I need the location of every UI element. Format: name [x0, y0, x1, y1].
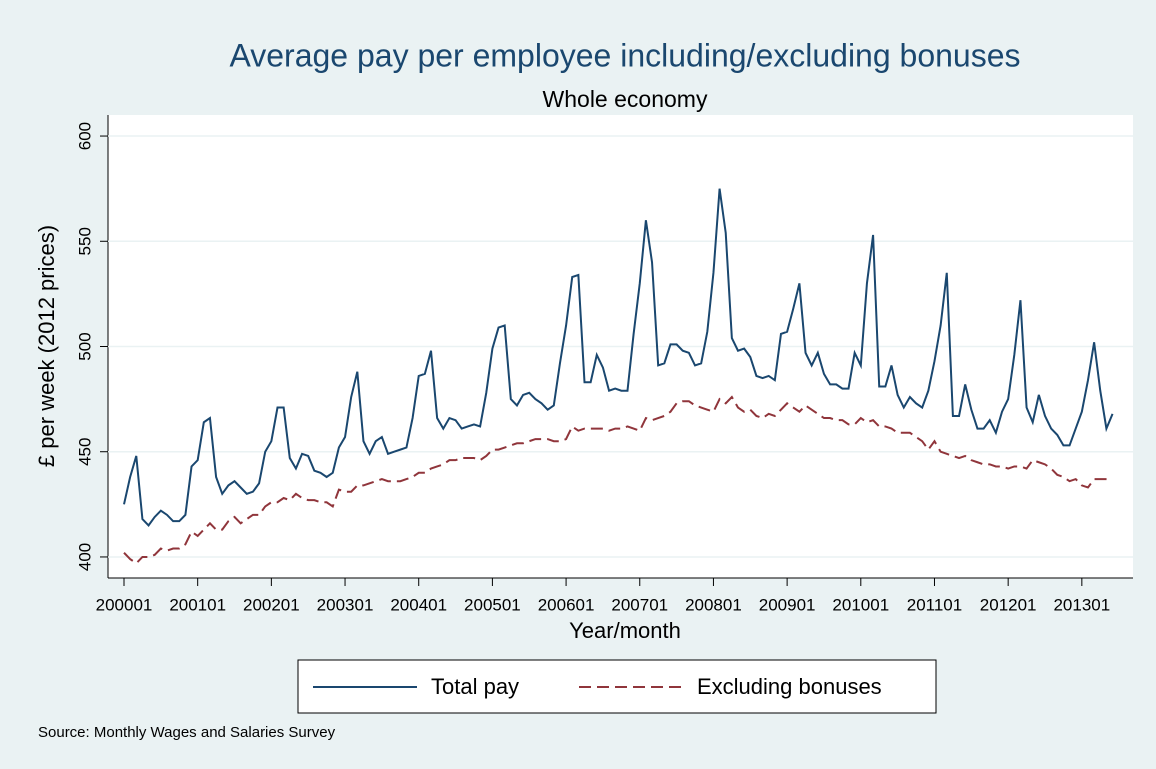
x-axis-label: Year/month — [569, 618, 681, 643]
x-tick-label: 200701 — [611, 595, 668, 614]
x-tick-label: 200401 — [390, 595, 447, 614]
y-tick-label: 500 — [75, 332, 94, 360]
x-tick-label: 200001 — [96, 595, 153, 614]
x-tick-label: 201101 — [907, 595, 962, 614]
legend-label: Total pay — [431, 674, 519, 699]
x-tick-label: 201301 — [1053, 595, 1110, 614]
legend-label: Excluding bonuses — [697, 674, 882, 699]
x-tick-label: 200101 — [169, 595, 226, 614]
x-tick-label: 200501 — [464, 595, 521, 614]
y-tick-label: 600 — [75, 122, 94, 150]
x-tick-label: 200601 — [538, 595, 595, 614]
x-tick-label: 200801 — [685, 595, 742, 614]
x-tick-label: 201201 — [980, 595, 1037, 614]
x-tick-label: 201001 — [832, 595, 889, 614]
source-note: Source: Monthly Wages and Salaries Surve… — [38, 724, 336, 741]
y-tick-label: 450 — [75, 438, 94, 466]
y-tick-label: 550 — [75, 227, 94, 255]
series-line — [123, 395, 1113, 565]
x-tick-label: 200301 — [317, 595, 374, 614]
chart-title: Average pay per employee including/exclu… — [229, 37, 1020, 73]
y-tick-label: 400 — [75, 543, 94, 571]
x-tick-label: 200901 — [759, 595, 816, 614]
series-line — [123, 188, 1114, 527]
chart-subtitle: Whole economy — [543, 86, 708, 112]
x-tick-label: 200201 — [243, 595, 300, 614]
y-axis-label: £ per week (2012 prices) — [34, 225, 59, 467]
